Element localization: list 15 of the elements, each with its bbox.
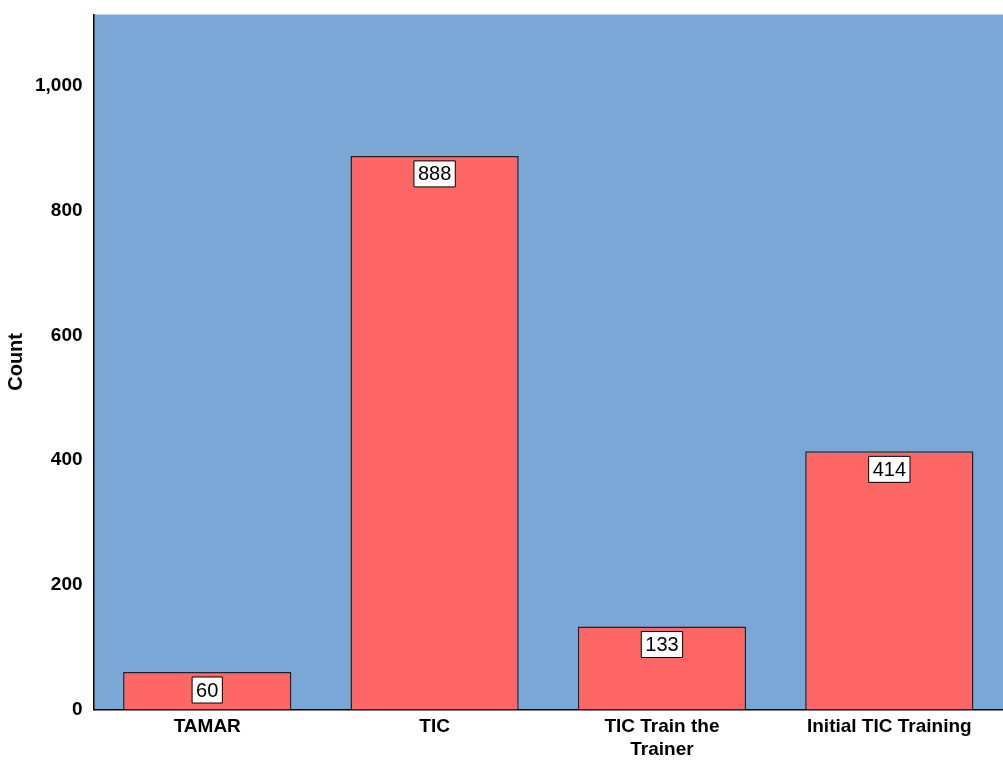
x-tick-label: TIC Train the Trainer (604, 715, 720, 759)
data-label: 414 (872, 457, 907, 480)
y-tick-label: 600 (50, 323, 83, 345)
y-tick-label: 1,000 (35, 74, 83, 96)
y-axis-title: Count (3, 332, 26, 391)
y-tick-label: 800 (50, 198, 83, 220)
x-tick-label: TIC (419, 715, 451, 737)
y-tick-label: 200 (50, 572, 83, 594)
x-tick-label: TAMAR (173, 715, 242, 737)
data-label: 888 (417, 162, 452, 185)
y-tick-label: 0 (71, 697, 83, 719)
data-label: 60 (196, 678, 219, 701)
x-tick-label: Initial TIC Training (806, 715, 972, 737)
data-label: 133 (645, 633, 679, 656)
y-tick-label: 400 (50, 448, 83, 470)
